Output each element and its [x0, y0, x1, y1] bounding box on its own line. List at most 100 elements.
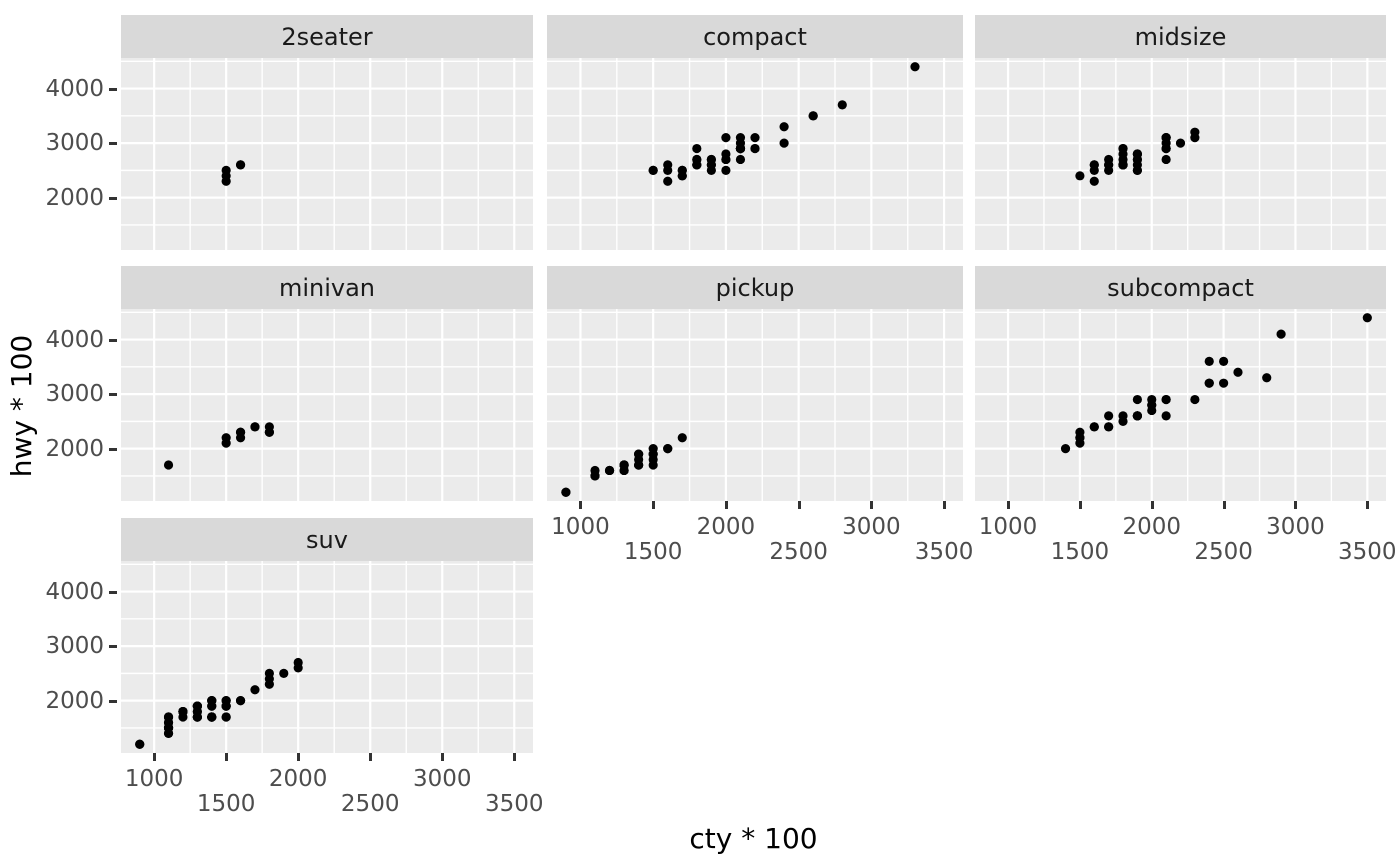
data-point — [1161, 411, 1171, 421]
data-point — [779, 122, 789, 132]
data-point — [235, 160, 246, 170]
data-point — [1132, 149, 1142, 159]
y-axis-tick — [109, 699, 117, 703]
x-axis-tick — [297, 753, 301, 761]
x-tick-label: 1500 — [1050, 539, 1110, 565]
data-point — [1161, 143, 1171, 154]
data-point — [207, 712, 217, 722]
x-tick-label: 3000 — [1266, 514, 1325, 540]
data-point — [692, 143, 702, 154]
data-point — [235, 427, 246, 437]
x-tick-label: 3000 — [412, 766, 472, 792]
data-point — [221, 171, 231, 181]
data-point — [1104, 160, 1114, 170]
data-point — [1075, 433, 1085, 443]
data-point — [1089, 160, 1099, 170]
facet-panel — [975, 58, 1386, 250]
facet-strip: midsize — [975, 15, 1386, 58]
data-point — [721, 154, 731, 165]
x-tick-label: 1000 — [978, 514, 1038, 540]
data-point — [221, 712, 231, 722]
data-point — [207, 696, 217, 706]
data-point — [677, 171, 687, 181]
facet-strip-label: minivan — [278, 273, 376, 302]
data-point — [264, 679, 274, 689]
x-axis-tick — [1222, 501, 1226, 509]
data-point — [1262, 373, 1272, 383]
data-point — [1104, 411, 1114, 421]
y-axis-tick — [109, 142, 117, 146]
data-point — [721, 165, 731, 175]
data-point — [706, 160, 716, 170]
x-axis-tick — [225, 753, 229, 761]
x-axis-tick — [1078, 501, 1082, 509]
x-tick-label: 1500 — [196, 791, 256, 817]
data-point — [604, 465, 615, 476]
data-point — [561, 487, 571, 497]
x-axis-tick — [579, 501, 583, 509]
data-point — [634, 449, 644, 459]
facet-strip: suv — [121, 518, 533, 561]
y-tick-label: 3000 — [45, 381, 104, 408]
y-tick-label: 2000 — [45, 687, 104, 714]
y-tick-label: 4000 — [45, 578, 104, 605]
facet-panel — [547, 58, 963, 250]
y-tick-label: 4000 — [45, 75, 104, 102]
facet-strip: subcompact — [975, 266, 1386, 309]
x-axis-tick — [797, 501, 801, 509]
data-point — [1190, 394, 1200, 405]
x-tick-label: 1500 — [623, 539, 683, 565]
data-point — [808, 111, 818, 121]
y-axis-tick — [109, 645, 117, 649]
x-axis-tick — [870, 501, 874, 509]
data-point — [1118, 416, 1128, 426]
data-point — [1132, 411, 1142, 421]
data-point — [135, 739, 145, 749]
data-point — [250, 422, 260, 432]
y-tick-label: 3000 — [45, 633, 104, 660]
data-point — [1089, 422, 1099, 432]
data-point — [221, 701, 231, 711]
data-point — [221, 438, 231, 448]
data-point — [1219, 378, 1229, 388]
data-point — [735, 143, 746, 154]
x-axis-tick — [369, 753, 373, 761]
data-point — [590, 471, 600, 481]
data-point — [779, 138, 789, 148]
x-tick-label: 3000 — [842, 514, 901, 540]
data-point — [1161, 154, 1171, 165]
data-point — [1276, 329, 1286, 339]
y-tick-label: 3000 — [45, 130, 104, 157]
data-point — [1161, 394, 1171, 405]
data-point — [663, 444, 673, 454]
data-point — [1204, 356, 1214, 366]
data-point — [663, 176, 673, 186]
facet-panel — [547, 309, 963, 501]
data-point — [619, 460, 629, 470]
y-tick-label: 4000 — [45, 326, 104, 353]
data-point — [692, 154, 702, 165]
x-axis-tick — [1007, 501, 1011, 509]
data-point — [1161, 133, 1171, 143]
data-point — [1219, 356, 1229, 366]
data-point — [634, 460, 644, 470]
x-tick-label: 2500 — [1194, 539, 1253, 565]
x-axis-tick — [1294, 501, 1298, 509]
data-point — [163, 460, 174, 470]
x-axis-tick — [652, 501, 656, 509]
x-axis-tick — [724, 501, 728, 509]
data-point — [178, 706, 188, 717]
facet-strip: pickup — [547, 266, 963, 309]
data-point — [293, 663, 303, 673]
facet-panel — [975, 309, 1386, 501]
facet-strip: compact — [547, 15, 963, 58]
data-point — [1147, 394, 1157, 405]
data-point — [1132, 165, 1142, 175]
x-tick-label: 3500 — [914, 539, 974, 565]
x-tick-label: 2000 — [1122, 514, 1182, 540]
data-point — [1089, 176, 1099, 186]
x-tick-label: 3500 — [484, 791, 544, 817]
data-point — [1118, 143, 1128, 154]
data-point — [648, 165, 658, 175]
